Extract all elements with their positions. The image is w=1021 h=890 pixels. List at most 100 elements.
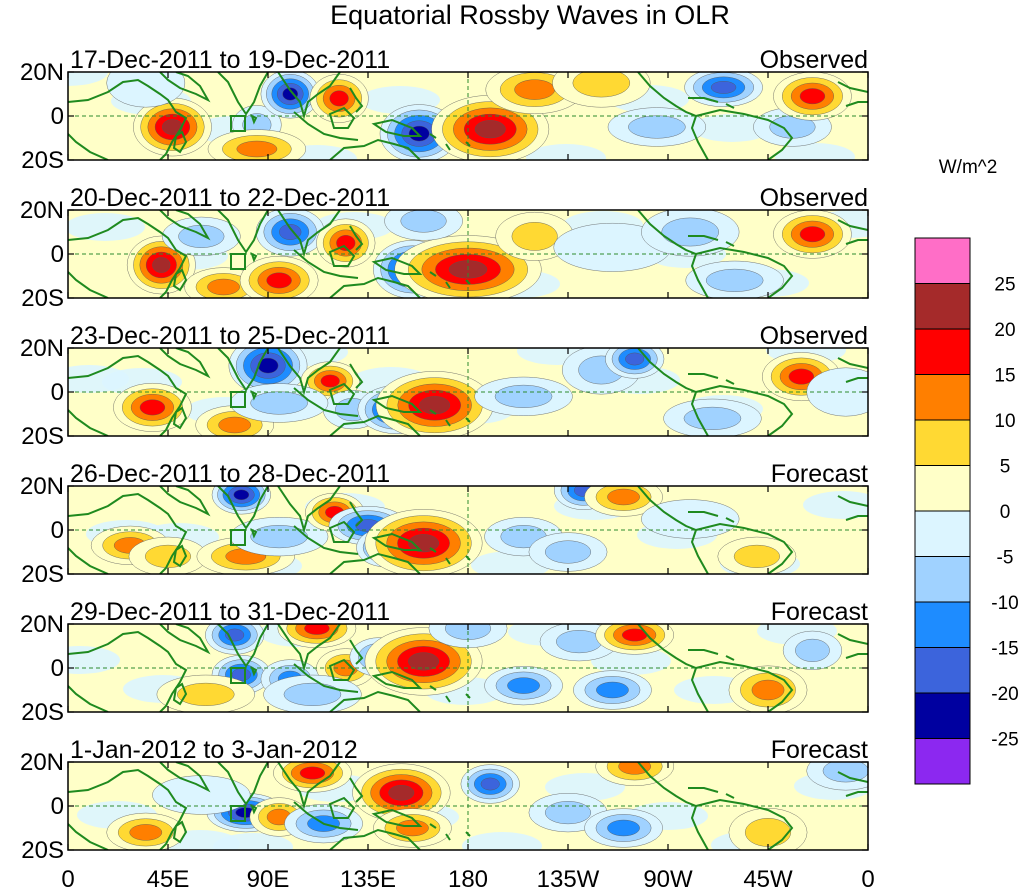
panel-date-range: 17-Dec-2011 to 19-Dec-2011 bbox=[70, 46, 390, 74]
olr-anomaly-contour bbox=[507, 677, 540, 694]
latitude-tick-label: 20N bbox=[20, 611, 64, 638]
colorbar-segment bbox=[914, 738, 971, 785]
colorbar-tick-label: 10 bbox=[994, 411, 1015, 432]
map-panel: 29-Dec-2011 to 31-Dec-2011 Forecast 20N 0 20… bbox=[20, 598, 869, 726]
longitude-tick-label: 180 bbox=[448, 866, 488, 890]
panel-date-range: 26-Dec-2011 to 28-Dec-2011 bbox=[70, 460, 390, 488]
colorbar-segment bbox=[914, 601, 971, 648]
latitude-tick-label: 0 bbox=[51, 379, 64, 406]
olr-anomaly-contour bbox=[572, 72, 631, 98]
olr-anomaly-contour bbox=[320, 374, 340, 388]
olr-anomaly-contour bbox=[775, 143, 855, 160]
olr-anomaly-contour bbox=[607, 819, 640, 837]
colorbar-tick-label: -10 bbox=[991, 593, 1018, 614]
olr-anomaly-contour bbox=[299, 766, 326, 780]
olr-anomaly-contour bbox=[388, 785, 415, 801]
colorbar-tick-label: 15 bbox=[994, 366, 1015, 387]
olr-anomaly-contour bbox=[803, 491, 868, 519]
olr-anomaly-contour bbox=[625, 352, 645, 366]
olr-anomaly-contour bbox=[218, 416, 251, 434]
olr-anomaly-contour bbox=[408, 652, 439, 671]
olr-anomaly-contour bbox=[283, 682, 342, 706]
latitude-tick-label: 0 bbox=[51, 517, 64, 544]
colorbar: W/m^2 25 20 15 10 5 0 -5 -10 -15 -20 -25 bbox=[914, 157, 1019, 785]
colorbar-tick-label: 20 bbox=[994, 320, 1015, 341]
latitude-tick-label: 0 bbox=[51, 103, 64, 130]
olr-anomaly-contour bbox=[480, 777, 500, 791]
olr-anomaly-contour bbox=[511, 222, 558, 251]
region-box bbox=[230, 529, 246, 546]
olr-anomaly-contour bbox=[152, 257, 171, 273]
colorbar-tick-label: 0 bbox=[1000, 502, 1011, 523]
olr-anomaly-contour bbox=[304, 624, 330, 635]
olr-anomaly-contour bbox=[628, 115, 686, 139]
region-box bbox=[230, 253, 246, 270]
panel-date-range: 29-Dec-2011 to 31-Dec-2011 bbox=[70, 598, 390, 626]
colorbar-segment bbox=[914, 647, 971, 694]
panels: 17-Dec-2011 to 19-Dec-2011 Observed20N020… bbox=[20, 46, 869, 864]
colorbar-segment bbox=[914, 465, 971, 512]
longitude-tick-label: 45E bbox=[147, 866, 190, 890]
olr-anomaly-contour bbox=[419, 396, 451, 415]
olr-anomaly-contour bbox=[705, 268, 764, 292]
latitude-tick-label: 20N bbox=[20, 473, 64, 500]
olr-anomaly-contour bbox=[641, 499, 740, 539]
olr-anomaly-contour bbox=[526, 144, 606, 160]
latitude-tick-label: 20N bbox=[20, 197, 64, 224]
olr-anomaly-contour bbox=[177, 682, 235, 706]
olr-anomaly-contour bbox=[799, 88, 826, 105]
longitude-tick-label: 90E bbox=[247, 866, 290, 890]
panel-kind-label: Forecast bbox=[771, 460, 868, 488]
olr-anomaly-contour bbox=[788, 368, 814, 385]
longitude-tick-label: 45W bbox=[743, 866, 793, 890]
olr-anomaly-contour bbox=[514, 79, 555, 100]
latitude-tick-label: 20N bbox=[20, 59, 64, 86]
olr-anomaly-contour bbox=[544, 801, 592, 825]
olr-anomaly-contour bbox=[250, 391, 308, 415]
panel-kind-label: Observed bbox=[760, 46, 868, 74]
panel-date-range: 20-Dec-2011 to 22-Dec-2011 bbox=[70, 184, 390, 212]
colorbar-tick-label: -5 bbox=[997, 548, 1014, 569]
latitude-tick-label: 20N bbox=[20, 335, 64, 362]
olr-anomaly-contour bbox=[139, 399, 166, 416]
panel-kind-label: Forecast bbox=[771, 736, 868, 764]
olr-anomaly-contour bbox=[68, 365, 129, 393]
panel-kind-label: Observed bbox=[760, 184, 868, 212]
olr-anomaly-contour bbox=[556, 630, 603, 654]
colorbar-segment bbox=[914, 374, 971, 421]
map-panel: 20-Dec-2011 to 22-Dec-2011 Observed 20N 0 20… bbox=[20, 184, 869, 312]
map-panel: 23-Dec-2011 to 25-Dec-2011 Observed 20N 0 20… bbox=[20, 322, 869, 450]
olr-anomaly-contour bbox=[233, 489, 250, 501]
olr-anomaly-contour bbox=[462, 832, 542, 850]
latitude-tick-label: 20S bbox=[21, 561, 64, 588]
olr-anomaly-contour bbox=[618, 762, 651, 775]
latitude-tick-label: 20S bbox=[21, 147, 64, 174]
longitude-tick-label: 90W bbox=[643, 866, 693, 890]
longitude-axis: 0 45E 90E 135E 180 135W 90W 45W 0 bbox=[61, 866, 874, 890]
olr-anomaly-contour bbox=[683, 406, 742, 430]
latitude-tick-label: 0 bbox=[51, 655, 64, 682]
olr-anomaly-contour bbox=[733, 544, 780, 568]
colorbar-tick-label: -20 bbox=[991, 684, 1018, 705]
map-panel: 1-Jan-2012 to 3-Jan-2012 Forecast 20N 0 20S bbox=[20, 736, 869, 864]
olr-anomaly-contour bbox=[236, 140, 278, 158]
colorbar-tick-label: 5 bbox=[1000, 457, 1011, 478]
olr-anomaly-contour bbox=[250, 525, 308, 549]
panel-kind-label: Forecast bbox=[771, 598, 868, 626]
colorbar-tick-label: -25 bbox=[991, 730, 1018, 751]
latitude-tick-label: 20S bbox=[21, 285, 64, 312]
colorbar-segment bbox=[914, 692, 971, 739]
latitude-tick-label: 20S bbox=[21, 837, 64, 864]
colorbar-segment bbox=[914, 237, 971, 284]
olr-anomaly-contour bbox=[68, 213, 145, 241]
region-box bbox=[230, 667, 246, 684]
colorbar-segment bbox=[914, 419, 971, 466]
colorbar-segment bbox=[914, 328, 971, 375]
olr-anomaly-contour bbox=[822, 762, 868, 783]
latitude-tick-label: 0 bbox=[51, 241, 64, 268]
map-panel: 17-Dec-2011 to 19-Dec-2011 Observed 20N 0 20… bbox=[20, 46, 869, 174]
colorbar-segment bbox=[914, 510, 971, 557]
panel-date-range: 1-Jan-2012 to 3-Jan-2012 bbox=[70, 736, 358, 764]
olr-anomaly-contour bbox=[544, 540, 592, 564]
olr-anomaly-contour bbox=[266, 272, 292, 289]
